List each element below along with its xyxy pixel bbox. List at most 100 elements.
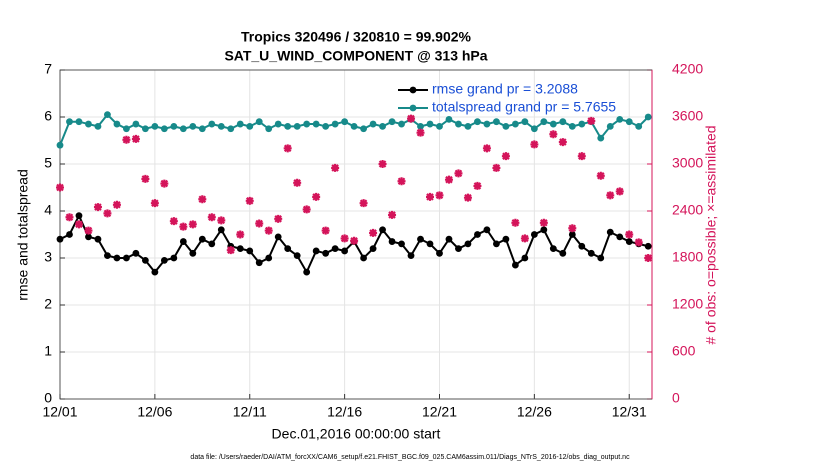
point-marker — [255, 259, 263, 267]
x-tick-label: 12/26 — [517, 404, 552, 420]
obs-marker — [577, 152, 586, 161]
point-marker — [265, 254, 273, 262]
y2-tick-label: 3000 — [672, 155, 703, 171]
point-marker — [265, 125, 273, 133]
point-marker — [606, 123, 614, 130]
obs-marker — [226, 246, 235, 255]
obs-marker — [615, 187, 624, 196]
point-marker — [625, 118, 633, 126]
point-marker — [303, 120, 311, 128]
point-marker — [66, 231, 73, 238]
x-tick-label: 12/16 — [327, 404, 362, 420]
obs-marker — [606, 191, 615, 200]
point-marker — [217, 123, 225, 130]
x-tick-label: 12/01 — [42, 404, 77, 420]
point-marker — [426, 120, 434, 128]
obs-marker — [473, 181, 482, 190]
obs-marker — [188, 220, 197, 229]
y-tick-label: 1 — [44, 343, 52, 359]
obs-marker — [378, 160, 387, 168]
point-marker — [208, 240, 216, 248]
point-marker — [426, 240, 434, 248]
point-marker — [521, 118, 529, 126]
point-marker — [94, 235, 102, 243]
point-marker — [530, 231, 538, 238]
point-marker — [75, 118, 83, 126]
obs-marker — [302, 205, 311, 214]
point-marker — [75, 212, 83, 220]
point-marker — [66, 118, 73, 126]
chart-subtitle: SAT_U_WIND_COMPONENT @ 313 hPa — [224, 48, 487, 64]
obs-marker — [207, 213, 216, 222]
point-marker — [331, 245, 339, 253]
point-marker — [540, 118, 548, 126]
obs-marker — [169, 217, 178, 226]
y-tick-label: 6 — [44, 108, 52, 124]
point-marker — [312, 247, 320, 255]
point-marker — [104, 111, 111, 119]
point-marker — [56, 235, 64, 243]
point-marker — [322, 249, 330, 257]
point-marker — [549, 245, 557, 253]
obs-marker — [350, 236, 359, 245]
point-marker — [189, 123, 197, 130]
obs-marker — [463, 193, 472, 202]
y2-tick-label: 1800 — [672, 249, 703, 265]
point-marker — [388, 118, 396, 126]
point-marker — [236, 120, 244, 128]
point-marker — [236, 245, 244, 253]
point-marker — [388, 238, 396, 245]
obs-marker — [198, 195, 207, 204]
obs-marker — [312, 192, 321, 201]
point-marker — [293, 123, 301, 130]
point-marker — [644, 242, 652, 250]
x-tick-label: 12/11 — [233, 404, 267, 420]
obs-marker — [539, 218, 548, 227]
obs-marker — [568, 224, 577, 233]
obs-marker — [454, 169, 463, 178]
point-marker — [123, 254, 130, 262]
point-marker — [464, 123, 472, 130]
obs-marker — [122, 135, 131, 144]
point-marker — [635, 123, 643, 130]
point-marker — [483, 226, 491, 234]
point-marker — [303, 268, 311, 276]
y-tick-label: 2 — [44, 296, 52, 312]
point-marker — [502, 123, 510, 130]
obs-marker — [131, 134, 140, 143]
point-marker — [474, 118, 481, 126]
obs-marker — [397, 177, 406, 186]
point-marker — [198, 235, 206, 243]
point-marker — [578, 120, 586, 128]
obs-marker — [274, 214, 283, 223]
obs-marker — [359, 199, 368, 208]
obs-marker — [255, 219, 264, 228]
x-tick-label: 12/31 — [612, 404, 647, 420]
y-tick-label: 5 — [44, 155, 52, 171]
obs-marker — [112, 200, 121, 209]
point-marker — [474, 231, 481, 238]
obs-marker — [426, 192, 434, 201]
point-marker — [179, 238, 187, 245]
point-marker — [379, 123, 386, 130]
point-marker — [445, 115, 453, 123]
obs-marker — [93, 203, 102, 212]
point-marker — [170, 123, 178, 130]
x-tick-label: 12/21 — [422, 404, 457, 420]
point-marker — [312, 120, 320, 128]
point-marker — [578, 242, 586, 250]
obs-marker — [264, 226, 273, 235]
point-marker — [246, 123, 254, 130]
point-marker — [360, 254, 367, 262]
obs-marker — [293, 178, 302, 187]
obs-marker — [520, 234, 529, 243]
obs-marker — [141, 174, 150, 183]
obs-marker — [321, 226, 330, 235]
y2-tick-label: 1200 — [672, 296, 703, 312]
obs-marker — [549, 130, 558, 139]
point-marker — [436, 123, 443, 130]
point-marker — [227, 125, 235, 133]
point-marker — [559, 118, 567, 126]
point-marker — [350, 123, 358, 130]
point-marker — [85, 120, 92, 128]
